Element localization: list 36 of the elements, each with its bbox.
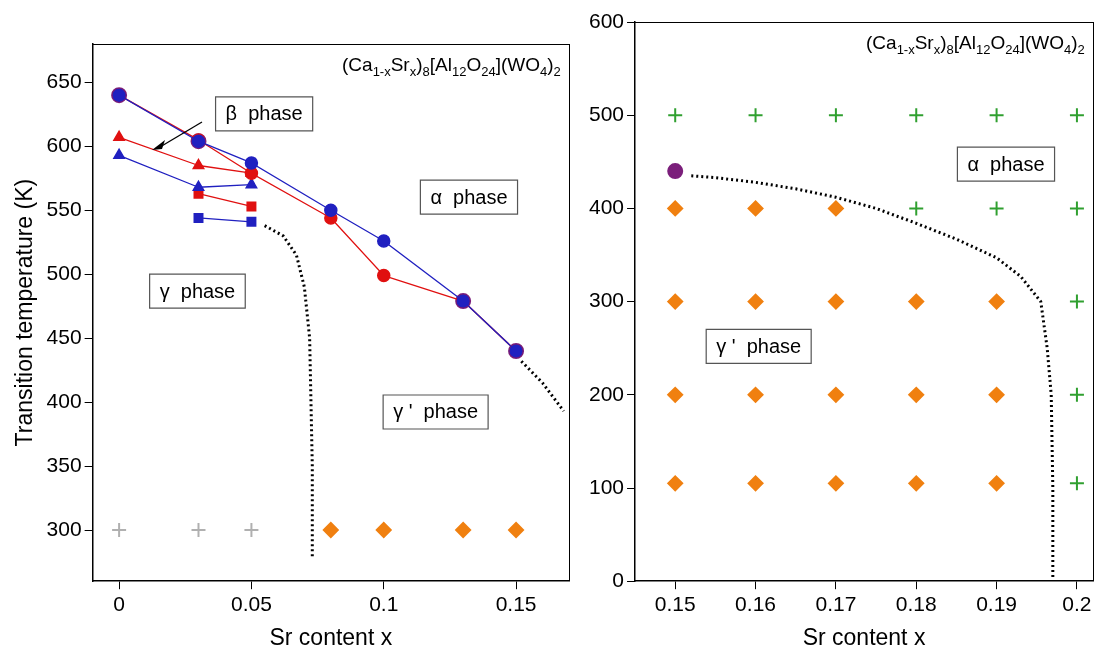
y-tick-label: 650 bbox=[46, 69, 82, 93]
y-tick-label: 300 bbox=[588, 288, 625, 312]
y-tick-label: 500 bbox=[588, 102, 625, 125]
y-tick-label: 600 bbox=[46, 133, 82, 157]
y-tick-label: 200 bbox=[588, 381, 625, 405]
y-tick-label: 300 bbox=[46, 516, 82, 540]
chart-title: (Ca$_{1-x}$Sr$_{x}$)$_{8}$[Al$_{12}$O$_{24}$](WO$_{4}$)$_{2}$ bbox=[342, 54, 561, 79]
y-tick-label: 100 bbox=[588, 474, 625, 498]
y-tick-label: 350 bbox=[46, 452, 82, 476]
y-tick-label: 500 bbox=[46, 261, 82, 285]
y-tick-label: 400 bbox=[46, 388, 82, 412]
x-tick-label: 0.1 bbox=[369, 591, 399, 615]
x-tick-label: 0.16 bbox=[735, 591, 776, 615]
x-tick-label: 0.05 bbox=[230, 591, 272, 615]
x-tick-label: 0.18 bbox=[895, 591, 937, 615]
x-tick-label: 0.17 bbox=[815, 591, 857, 615]
y-axis-title: Transition temperature (K) bbox=[11, 178, 38, 447]
x-axis-title: Sr content x bbox=[802, 623, 926, 650]
y-tick-label: 450 bbox=[46, 324, 82, 348]
y-tick-label: 400 bbox=[588, 195, 625, 219]
x-tick-label: 0.2 bbox=[1062, 591, 1092, 615]
annotation: β phase bbox=[225, 102, 303, 125]
x-axis-title: Sr content x bbox=[269, 623, 393, 650]
x-tick-label: 0 bbox=[113, 591, 125, 615]
x-tick-label: 0.15 bbox=[654, 591, 696, 615]
y-tick-label: 600 bbox=[588, 8, 625, 32]
annotation: γ ' phase bbox=[393, 400, 479, 423]
y-tick-label: 550 bbox=[46, 197, 82, 221]
annotation: γ ' phase bbox=[716, 334, 802, 357]
annotation: α phase bbox=[430, 185, 508, 208]
y-tick-label: 0 bbox=[612, 568, 625, 591]
annotation: γ phase bbox=[159, 279, 236, 302]
x-tick-label: 0.15 bbox=[495, 591, 537, 615]
chart-title: (Ca$_{1-x}$Sr$_{x}$)$_{8}$[Al$_{12}$O$_{24}$](WO$_{4}$)$_{2}$ bbox=[866, 32, 1085, 57]
annotation: α phase bbox=[967, 152, 1045, 175]
x-tick-label: 0.19 bbox=[976, 591, 1018, 615]
